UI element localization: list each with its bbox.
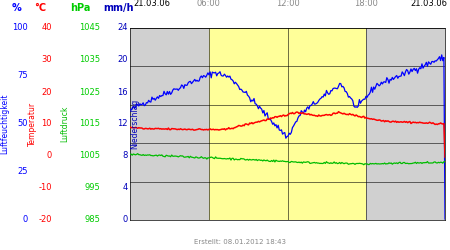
- Text: Erstellt: 08.01.2012 18:43: Erstellt: 08.01.2012 18:43: [194, 239, 286, 245]
- Text: 21.03.06: 21.03.06: [133, 0, 170, 8]
- Text: 1035: 1035: [79, 56, 100, 64]
- Bar: [366, 28, 445, 220]
- Text: 20: 20: [41, 88, 52, 96]
- Text: Luftdruck: Luftdruck: [60, 106, 69, 142]
- Text: hPa: hPa: [70, 3, 90, 13]
- Text: 50: 50: [18, 120, 28, 128]
- Text: 0: 0: [123, 216, 128, 224]
- Text: °C: °C: [34, 3, 46, 13]
- Text: 4: 4: [123, 184, 128, 192]
- Text: 06:00: 06:00: [197, 0, 220, 8]
- Text: -20: -20: [39, 216, 52, 224]
- Text: 16: 16: [117, 88, 128, 96]
- Text: 0: 0: [23, 216, 28, 224]
- Text: 20: 20: [117, 56, 128, 64]
- Text: 40: 40: [41, 24, 52, 32]
- Bar: [130, 28, 209, 220]
- Bar: [209, 28, 366, 220]
- Text: 18:00: 18:00: [354, 0, 378, 8]
- Text: 25: 25: [18, 168, 28, 176]
- Text: 8: 8: [122, 152, 128, 160]
- Text: 12:00: 12:00: [275, 0, 299, 8]
- Text: -10: -10: [39, 184, 52, 192]
- Text: mm/h: mm/h: [103, 3, 133, 13]
- Text: 24: 24: [117, 24, 128, 32]
- Text: Niederschlag: Niederschlag: [130, 99, 140, 149]
- Text: 21.03.06: 21.03.06: [410, 0, 447, 8]
- Text: %: %: [12, 3, 22, 13]
- Text: 0: 0: [47, 152, 52, 160]
- Text: 12: 12: [117, 120, 128, 128]
- Text: Temperatur: Temperatur: [27, 102, 36, 146]
- Text: 1045: 1045: [79, 24, 100, 32]
- Text: 985: 985: [84, 216, 100, 224]
- Text: 1025: 1025: [79, 88, 100, 96]
- Text: 10: 10: [41, 120, 52, 128]
- Text: 1005: 1005: [79, 152, 100, 160]
- Text: 75: 75: [18, 72, 28, 80]
- Text: 995: 995: [84, 184, 100, 192]
- Text: Luftfeuchtigkeit: Luftfeuchtigkeit: [0, 94, 9, 154]
- Text: 1015: 1015: [79, 120, 100, 128]
- Text: 100: 100: [12, 24, 28, 32]
- Text: 30: 30: [41, 56, 52, 64]
